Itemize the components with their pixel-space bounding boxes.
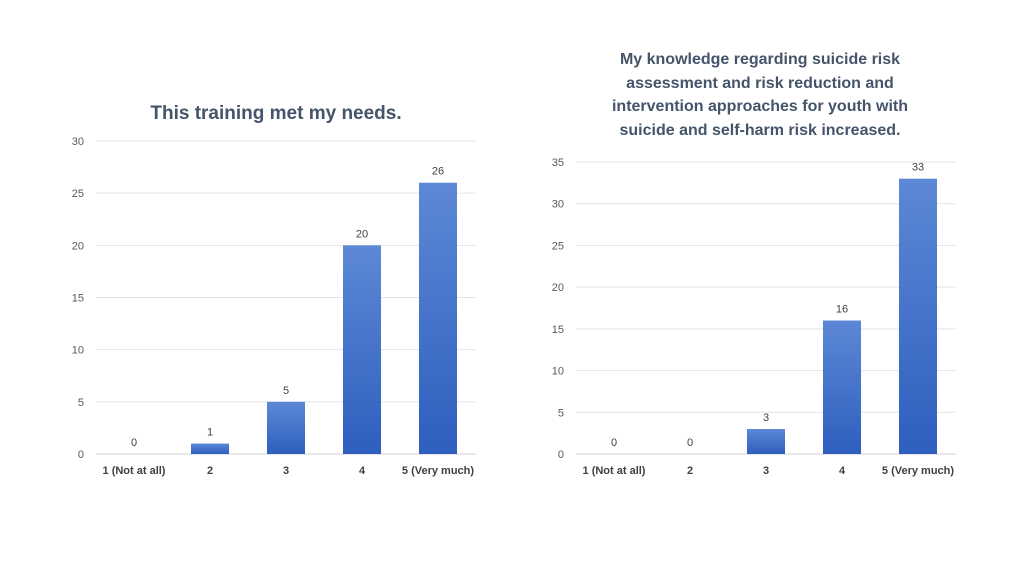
x-category-label: 1 (Not at all) [103,465,166,477]
bar [343,245,381,454]
bar [747,428,785,454]
y-tick-label: 5 [78,397,84,409]
data-label: 16 [836,304,848,316]
x-category-label: 2 [687,465,693,477]
x-category-label: 3 [283,465,289,477]
data-label: 3 [763,412,769,424]
bar [823,320,861,454]
y-tick-label: 25 [552,240,564,252]
chart-2-title: My knowledge regarding suicide risk asse… [611,51,909,139]
y-tick-label: 25 [72,188,84,200]
data-label: 33 [912,162,924,174]
data-label: 1 [207,427,213,439]
y-tick-label: 0 [558,449,564,461]
bar [191,443,229,454]
x-category-label: 1 (Not at all) [583,465,646,477]
data-label: 0 [611,437,617,449]
y-tick-label: 10 [552,366,564,378]
data-label: 0 [687,437,693,449]
y-tick-label: 0 [78,449,84,461]
data-label: 0 [131,437,137,449]
data-label: 26 [432,166,444,178]
bar [267,401,305,454]
bar [899,178,937,454]
y-tick-label: 35 [552,157,564,169]
data-label: 20 [356,228,368,240]
y-tick-label: 20 [552,282,564,294]
x-category-label: 5 (Very much) [402,465,474,477]
x-category-label: 4 [839,465,846,477]
x-category-label: 4 [359,465,366,477]
data-label: 5 [283,385,289,397]
y-tick-label: 15 [552,324,564,336]
x-category-label: 5 (Very much) [882,465,954,477]
y-tick-label: 30 [72,136,84,148]
y-tick-label: 10 [72,345,84,357]
x-category-label: 2 [207,465,213,477]
y-tick-label: 30 [552,199,564,211]
chart-1-title: This training met my needs. [150,103,402,124]
y-tick-label: 20 [72,240,84,252]
x-category-label: 3 [763,465,769,477]
bar [419,182,457,454]
y-tick-label: 5 [558,407,564,419]
y-tick-label: 15 [72,293,84,305]
